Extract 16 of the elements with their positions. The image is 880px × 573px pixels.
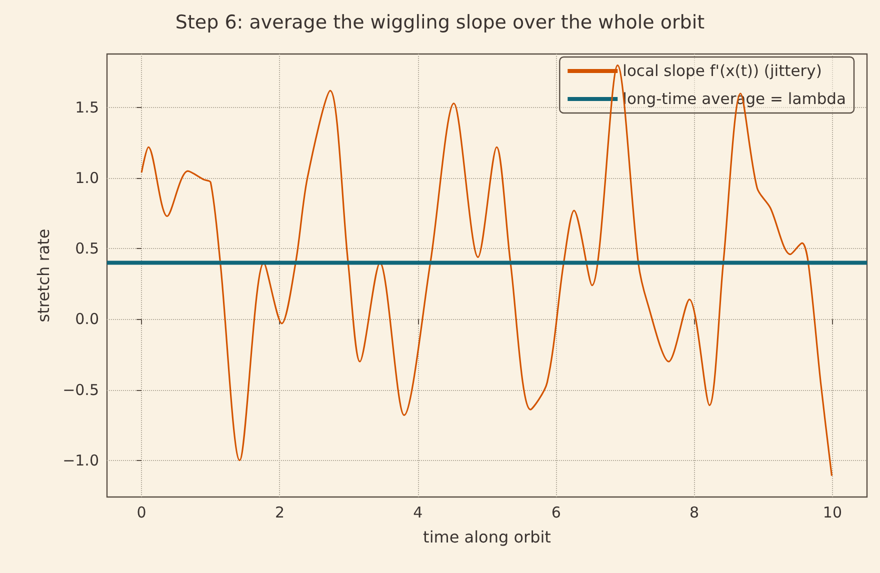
x-tick-label: 8 xyxy=(690,504,700,522)
x-tick-label: 6 xyxy=(551,504,561,522)
y-tick-label: 0.0 xyxy=(75,310,99,328)
y-tick-label: 0.5 xyxy=(75,240,99,258)
x-tick-label: 10 xyxy=(822,504,842,522)
y-tick-label: 1.5 xyxy=(75,98,99,117)
y-tick-label: −0.5 xyxy=(62,380,99,399)
y-axis-title: stretch rate xyxy=(34,228,54,322)
legend-label: local slope f'(x(t)) (jittery) xyxy=(622,62,822,80)
x-axis-title: time along orbit xyxy=(423,528,551,546)
y-tick-label: −1.0 xyxy=(62,451,99,470)
x-tick-label: 4 xyxy=(413,504,423,522)
x-tick-label: 2 xyxy=(274,504,284,522)
chart-title: Step 6: average the wiggling slope over the whole orbit xyxy=(175,12,705,34)
y-tick-label: 1.0 xyxy=(75,169,99,188)
x-tick-label: 0 xyxy=(136,504,146,522)
